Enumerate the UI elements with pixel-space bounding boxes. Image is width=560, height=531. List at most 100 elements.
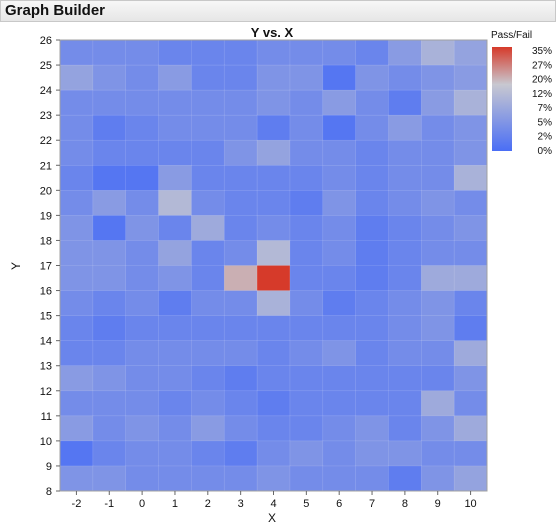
heatmap-cell — [256, 265, 291, 292]
x-tick-label: -1 — [104, 498, 114, 510]
heatmap-cell — [355, 290, 390, 317]
heatmap-cell — [355, 89, 390, 116]
heatmap-cell — [125, 190, 160, 216]
x-tick-label: 6 — [336, 498, 342, 510]
heatmap-cell — [421, 114, 455, 141]
heatmap-cell — [388, 39, 422, 66]
y-tick-label: 9 — [46, 461, 52, 473]
heatmap-cell — [223, 315, 258, 342]
window-title: Graph Builder — [0, 0, 556, 22]
y-tick-label: 19 — [40, 210, 52, 222]
heatmap-cell — [125, 215, 160, 242]
heatmap-cell — [256, 64, 291, 91]
heatmap-cell — [289, 440, 324, 467]
x-tick-label: -2 — [72, 498, 82, 510]
heatmap-cell — [59, 89, 94, 116]
y-tick-label: 18 — [40, 235, 52, 247]
heatmap-cell — [322, 290, 357, 317]
heatmap-cell — [453, 240, 488, 267]
heatmap-cell — [256, 390, 291, 417]
heatmap-cell — [223, 164, 258, 191]
y-tick-label: 15 — [40, 311, 52, 323]
y-tick-label: 21 — [40, 160, 52, 172]
heatmap-cell — [191, 265, 225, 292]
heatmap-cell — [453, 114, 488, 141]
heatmap-cell — [289, 315, 324, 342]
heatmap-cell — [421, 215, 455, 242]
heatmap-cell — [125, 139, 160, 166]
x-tick-label: 2 — [205, 498, 211, 510]
heatmap-cell — [289, 265, 324, 292]
heatmap-cell — [322, 340, 357, 367]
heatmap-cell — [223, 39, 258, 66]
heatmap-cell — [125, 340, 160, 367]
heatmap-cell — [421, 390, 455, 417]
heatmap-cell — [289, 139, 324, 166]
heatmap-cell — [355, 190, 390, 216]
heatmap-cell — [158, 390, 192, 417]
heatmap-cell — [289, 415, 324, 442]
heatmap-cell — [125, 89, 160, 116]
heatmap-cell — [421, 240, 455, 267]
heatmap-cell — [355, 415, 390, 442]
heatmap-cell — [453, 315, 488, 342]
heatmap-cell — [453, 190, 488, 216]
heatmap-cell — [92, 190, 127, 216]
heatmap-cell — [256, 340, 291, 367]
heatmap-cell — [322, 315, 357, 342]
heatmap-cell — [92, 64, 127, 91]
heatmap-cell — [322, 164, 357, 191]
heatmap-cell — [191, 89, 225, 116]
heatmap-cell — [421, 164, 455, 191]
x-tick-label: 7 — [369, 498, 375, 510]
heatmap-cell — [92, 139, 127, 166]
color-legend: Pass/Fail 35% 27% 20% 12% 7% 5% 2% 0% — [491, 30, 552, 157]
heatmap-cell — [256, 465, 291, 492]
heatmap-cell — [322, 415, 357, 442]
x-tick-label: 8 — [402, 498, 408, 510]
heatmap-cell — [92, 290, 127, 317]
heatmap-cell — [256, 365, 291, 392]
heatmap-cell — [191, 415, 225, 442]
heatmap-cell — [256, 315, 291, 342]
heatmap-cell — [355, 390, 390, 417]
heatmap-cell — [289, 290, 324, 317]
legend-tick-label: 35% — [532, 46, 552, 57]
heatmap-cell — [125, 240, 160, 267]
heatmap-cell — [421, 39, 455, 66]
y-axis-label: Y — [9, 262, 23, 270]
heatmap-cell — [59, 114, 94, 141]
heatmap-cell — [421, 315, 455, 342]
heatmap-cell — [223, 139, 258, 166]
heatmap-cell — [355, 39, 390, 66]
x-tick-label: 10 — [464, 498, 476, 510]
heatmap-cell — [421, 139, 455, 166]
heatmap-cell — [355, 340, 390, 367]
heatmap-cell — [223, 465, 258, 492]
heatmap-cell — [256, 190, 291, 216]
heatmap-cell — [191, 465, 225, 492]
heatmap-cell — [158, 190, 192, 216]
heatmap-cell — [256, 139, 291, 166]
heatmap-cell — [92, 89, 127, 116]
heatmap-cell — [322, 465, 357, 492]
heatmap-cell — [388, 139, 422, 166]
heatmap-cell — [453, 265, 488, 292]
heatmap-cell — [388, 164, 422, 191]
heatmap-cell — [322, 139, 357, 166]
heatmap-cell — [223, 240, 258, 267]
heatmap-cell — [223, 390, 258, 417]
heatmap-cell — [322, 215, 357, 242]
heatmap-cell — [453, 390, 488, 417]
y-tick-label: 17 — [40, 261, 52, 273]
heatmap-cell — [421, 64, 455, 91]
heatmap-cell — [92, 415, 127, 442]
heatmap-cell — [125, 365, 160, 392]
y-tick-label: 8 — [46, 486, 52, 498]
heatmap-cell — [322, 64, 357, 91]
heatmap-cell — [92, 390, 127, 417]
heatmap-cell — [59, 415, 94, 442]
heatmap-cell — [289, 64, 324, 91]
heatmap-cell — [388, 340, 422, 367]
y-tick-label: 25 — [40, 60, 52, 72]
